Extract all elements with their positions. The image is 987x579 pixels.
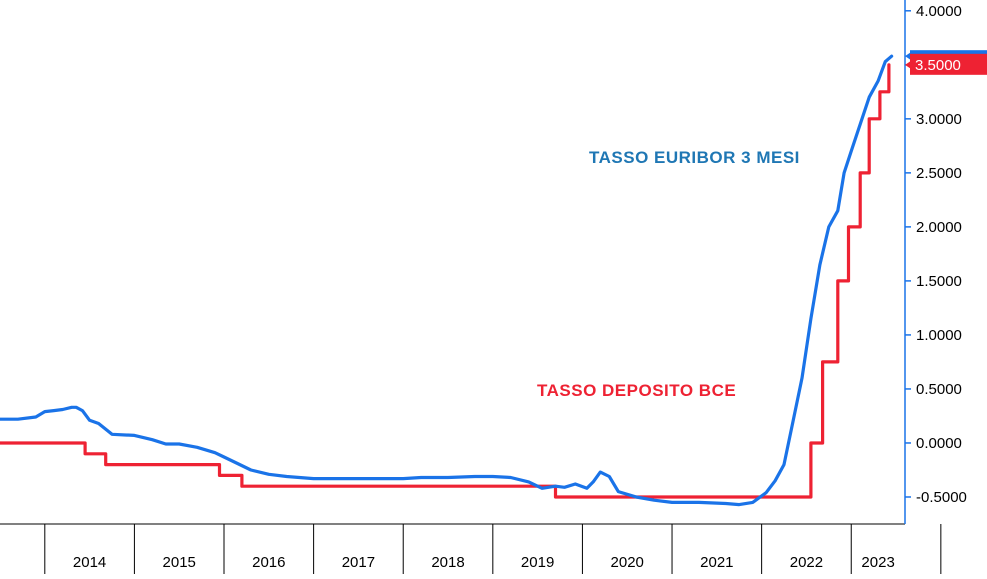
value-tags: 3.57503.5000	[905, 50, 987, 75]
bce-value-tag	[910, 53, 987, 75]
y-tick-label: 0.5000	[916, 381, 962, 398]
y-tick-label: 3.0000	[916, 111, 962, 128]
x-tick-label: 2016	[252, 554, 285, 571]
y-tick-label: 1.5000	[916, 273, 962, 290]
x-tick-label: 2023	[861, 554, 894, 571]
x-tick-label: 2020	[611, 554, 644, 571]
series-line-euribor	[0, 54, 894, 507]
y-tick-label: 2.5000	[916, 165, 962, 182]
euribor-tag-pointer	[905, 52, 911, 61]
y-tick-label: 4.0000	[916, 3, 962, 20]
x-tick-label: 2022	[790, 554, 823, 571]
annotation-euribor: TASSO EURIBOR 3 MESI	[589, 148, 800, 167]
x-tick-label: 2019	[521, 554, 554, 571]
x-tick-label: 2021	[700, 554, 733, 571]
bce-value-tag-text: 3.5000	[915, 57, 961, 74]
x-tick-label: 2018	[431, 554, 464, 571]
x-tick-label: 2014	[73, 554, 106, 571]
bce-tag-pointer	[905, 60, 911, 69]
annotations: TASSO EURIBOR 3 MESI TASSO DEPOSITO BCE	[537, 148, 800, 400]
plot-area	[0, 54, 894, 507]
y-tick-label: 2.0000	[916, 219, 962, 236]
series-line-bce	[0, 63, 891, 499]
axes: 2014 2015 2016 2017 2018 2019 2020 2021 2022 2023…	[0, 0, 967, 574]
x-tick-label: 2015	[163, 554, 196, 571]
y-tick-label: 1.0000	[916, 327, 962, 344]
y-tick-label: -0.5000	[916, 489, 967, 506]
x-tick-label: 2017	[342, 554, 375, 571]
y-tick-label: 0.0000	[916, 435, 962, 452]
annotation-bce: TASSO DEPOSITO BCE	[537, 381, 736, 400]
